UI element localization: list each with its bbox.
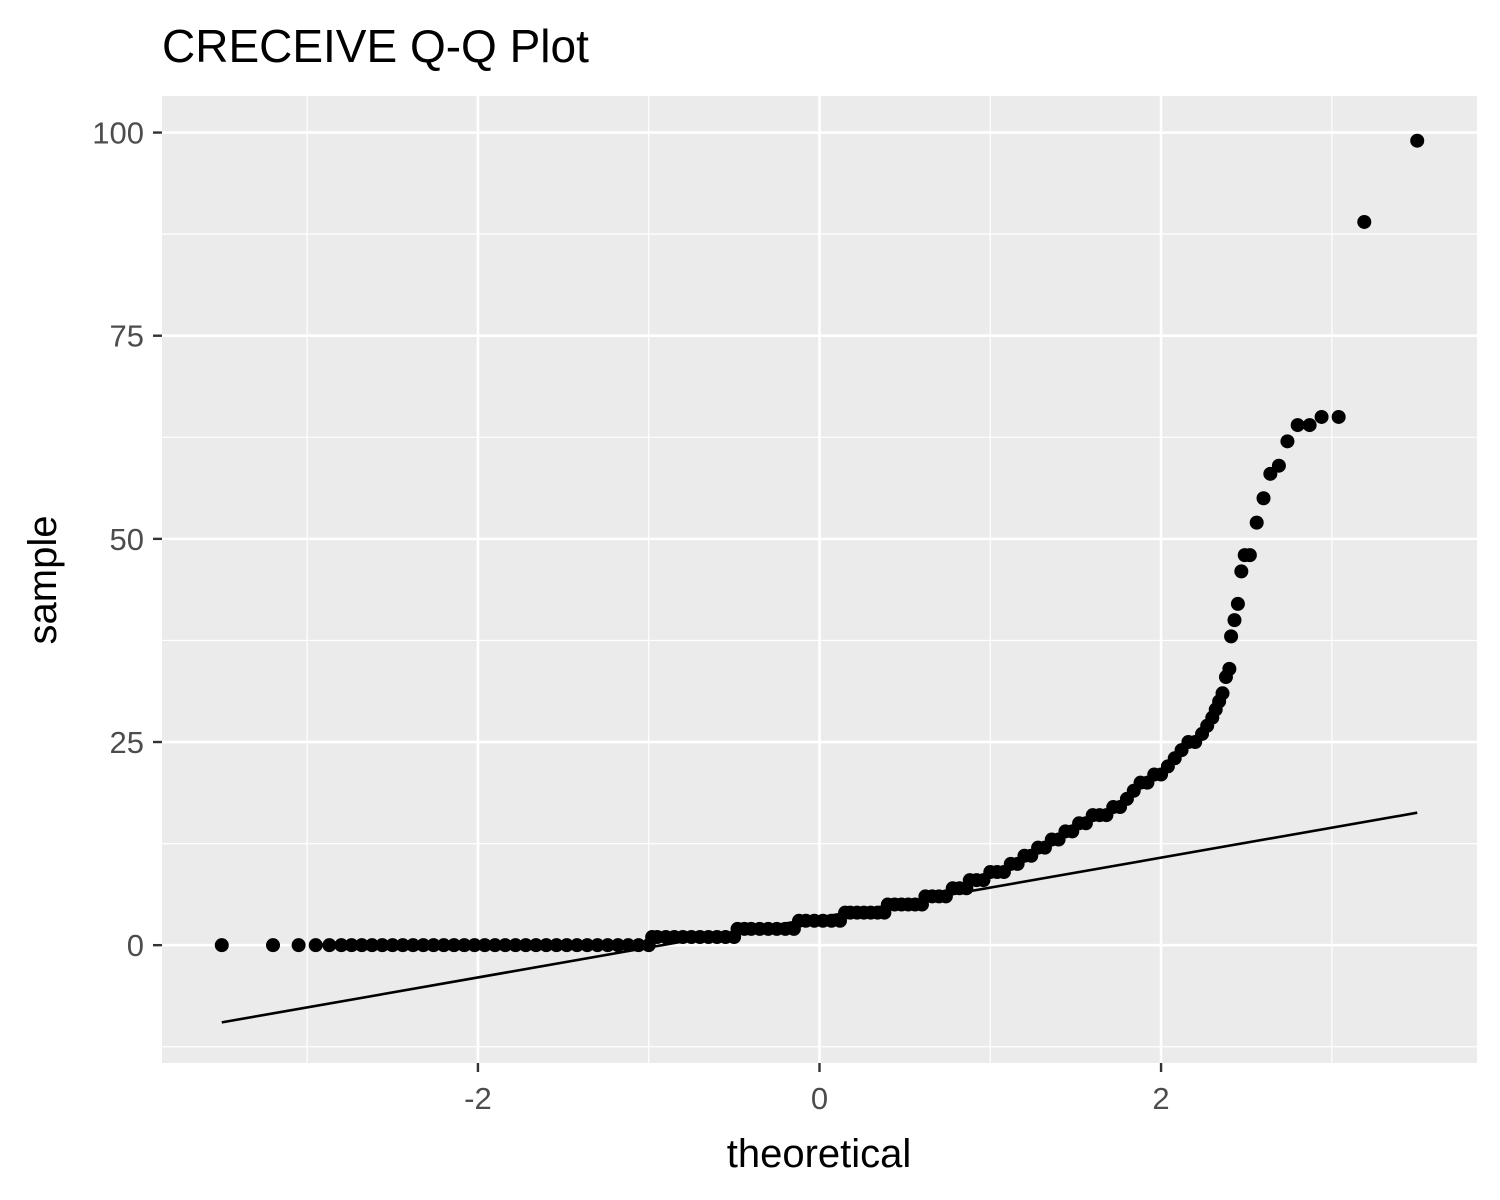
sample-point [467,938,482,953]
sample-point [559,938,574,953]
sample-point [1215,686,1230,701]
sample-point [375,938,390,953]
x-axis-title: theoretical [727,1132,912,1176]
sample-point [518,938,533,953]
sample-point [322,938,337,953]
sample-point [1234,564,1249,579]
x-tick-label: 0 [811,1081,828,1116]
sample-point [600,938,615,953]
sample-point [539,938,554,953]
sample-point [1256,491,1271,506]
sample-point [447,938,462,953]
sample-point [426,938,441,953]
sample-point [569,938,584,953]
sample-point [395,938,410,953]
sample-point [477,938,492,953]
sample-point [529,938,544,953]
sample-point [1331,409,1346,424]
sample-point [580,938,595,953]
sample-point [308,938,323,953]
axis-ticks [153,131,1163,1072]
y-tick-label: 100 [92,116,144,151]
sample-point [1222,661,1237,676]
sample-point [631,938,646,953]
sample-point [1357,214,1372,229]
sample-point [1242,548,1257,563]
sample-point [266,938,281,953]
sample-point [291,938,306,953]
sample-point [508,938,523,953]
y-tick-label: 50 [110,522,144,557]
sample-point [436,938,451,953]
major-gridlines [162,96,1477,1063]
sample-point [1314,409,1329,424]
sample-point [457,938,472,953]
sample-point [549,938,564,953]
sample-point [1249,515,1264,530]
y-tick-label: 25 [110,725,144,760]
sample-point [354,938,369,953]
y-tick-label: 0 [127,928,144,963]
sample-point [365,938,380,953]
x-tick-label: -2 [464,1081,492,1116]
y-axis-title: sample [21,516,65,645]
sample-point [488,938,503,953]
y-tick-label: 75 [110,319,144,354]
x-tick-label: 2 [1152,1081,1169,1116]
sample-point [1227,613,1242,628]
sample-point [498,938,513,953]
sample-point [1302,418,1317,433]
sample-points [214,133,1425,953]
sample-point [1280,434,1295,449]
sample-point [416,938,431,953]
x-tick-labels: -2 0 2 [464,1081,1170,1116]
sample-point [214,938,229,953]
sample-point [344,938,359,953]
sample-point [385,938,400,953]
sample-point [1230,596,1245,611]
sample-point [1290,418,1305,433]
sample-point [610,938,625,953]
sample-point [590,938,605,953]
sample-point [1271,458,1286,473]
sample-point [621,938,636,953]
sample-point [1224,629,1239,644]
sample-point [1410,133,1425,148]
y-tick-labels: 0 25 50 75 100 [92,116,144,964]
sample-point [334,938,349,953]
sample-point [406,938,421,953]
chart-title: CRECEIVE Q-Q Plot [162,20,589,72]
